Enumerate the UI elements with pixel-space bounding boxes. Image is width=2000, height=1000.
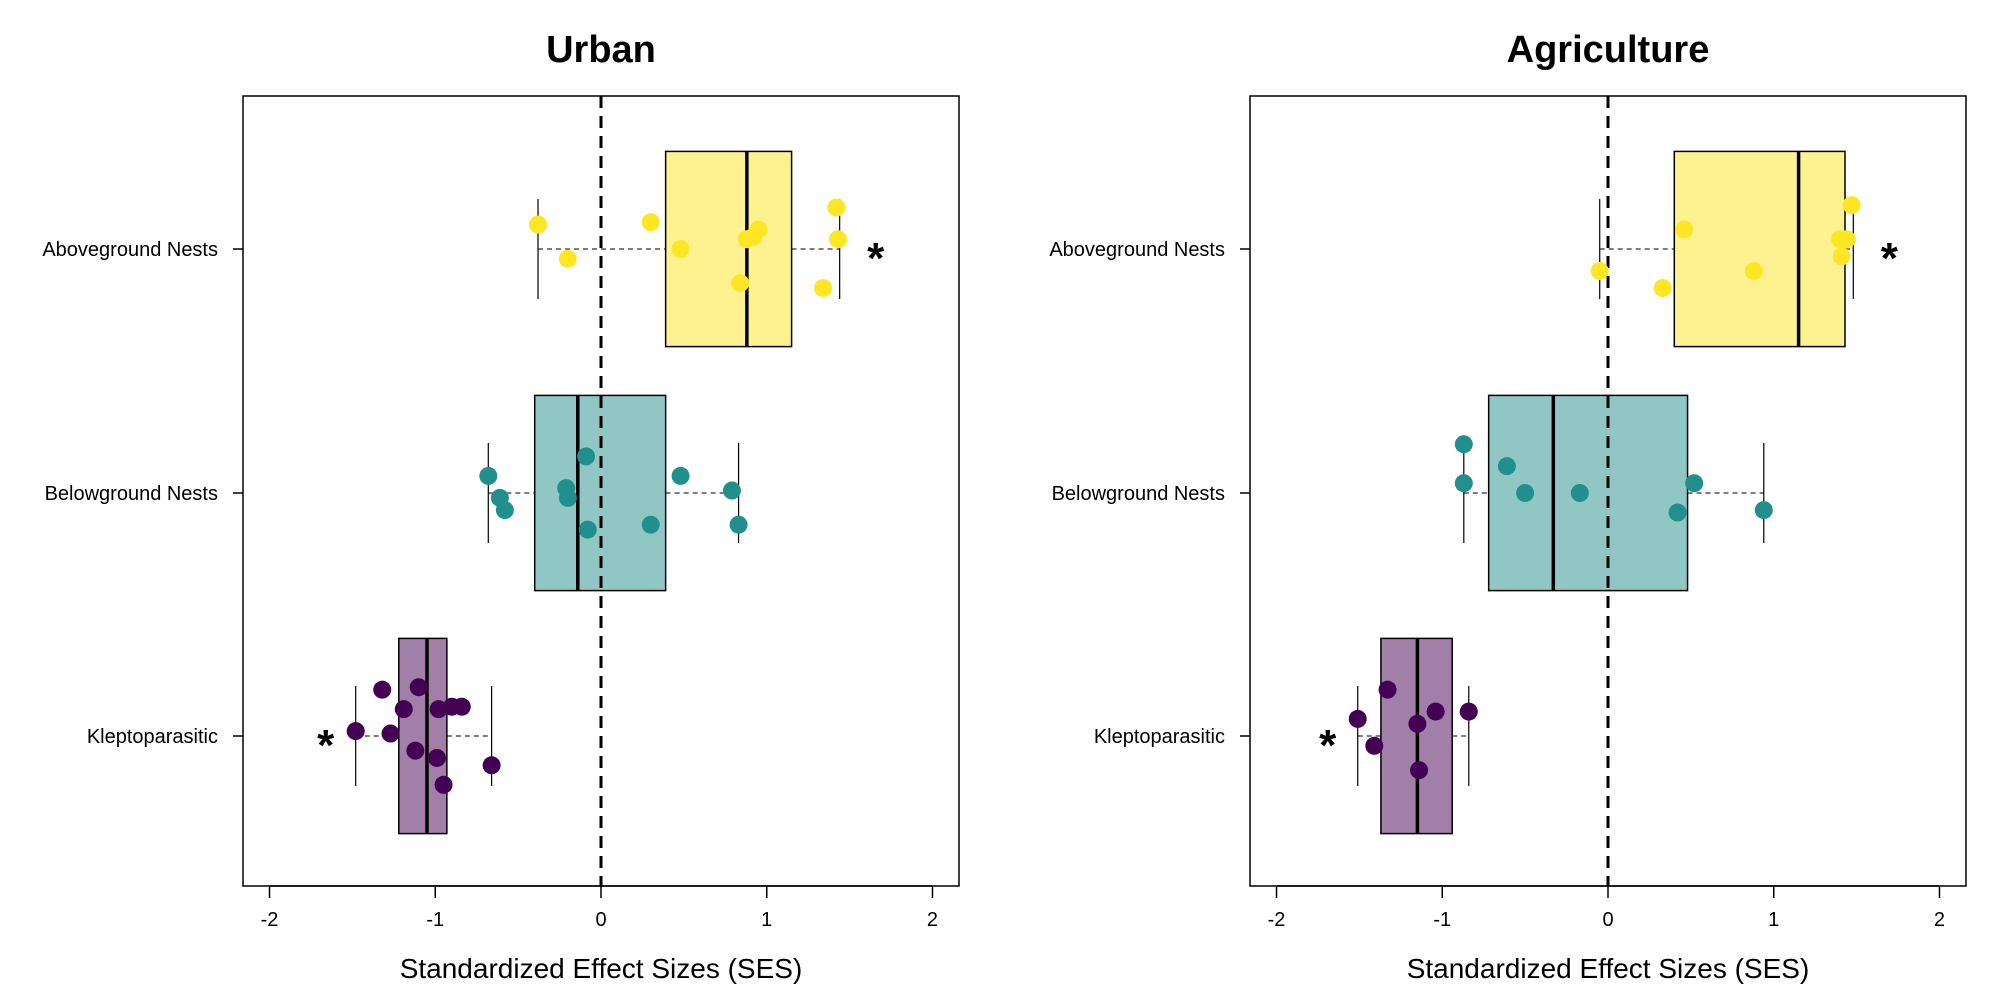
data-point	[1497, 457, 1516, 476]
data-point	[829, 230, 848, 249]
panel-title: Agriculture	[1507, 29, 1710, 71]
data-point	[729, 515, 748, 534]
box	[398, 637, 448, 835]
data-point	[641, 515, 660, 534]
data-point	[578, 520, 597, 539]
data-point	[814, 279, 833, 298]
data-point	[641, 213, 660, 232]
data-point	[1365, 736, 1384, 755]
data-point	[1454, 474, 1473, 493]
data-point	[722, 481, 741, 500]
category-label: Kleptoparasitic	[1094, 726, 1225, 748]
data-point	[1675, 220, 1694, 239]
agriculture-panel: Agriculture -2 -1 0 1 2 Standardized Effect Si…	[1049, 29, 1967, 984]
data-point	[409, 678, 428, 697]
data-point	[1744, 261, 1763, 280]
data-point	[1754, 501, 1773, 520]
data-point	[827, 198, 846, 217]
data-point	[495, 501, 514, 520]
data-point	[1685, 474, 1704, 493]
box	[1673, 150, 1846, 348]
series-group-1	[1463, 394, 1765, 592]
data-point	[1410, 761, 1429, 780]
data-point	[406, 741, 425, 760]
x-axis-label: Standardized Effect Sizes (SES)	[400, 953, 803, 984]
x-axis-label: Standardized Effect Sizes (SES)	[1407, 953, 1810, 984]
x-tick-label: 2	[1934, 909, 1945, 931]
data-point	[1378, 680, 1397, 699]
x-tick-label: -1	[426, 909, 444, 931]
data-point	[558, 488, 577, 507]
series-group-1	[487, 394, 740, 592]
x-tick-label: 1	[761, 909, 772, 931]
data-point	[1348, 709, 1367, 728]
category-label: Kleptoparasitic	[87, 726, 218, 748]
series-group-2	[355, 637, 493, 835]
data-point	[1459, 702, 1478, 721]
data-point	[577, 447, 596, 466]
category-label: Belowground Nests	[1052, 483, 1225, 505]
significance-star: *	[1881, 234, 1899, 283]
x-tick-label: -1	[1433, 909, 1451, 931]
data-point	[671, 240, 690, 258]
data-point	[1408, 714, 1427, 733]
data-point	[1570, 484, 1589, 502]
x-tick-label: 0	[1602, 909, 1613, 931]
data-point	[381, 724, 400, 743]
data-point	[529, 215, 548, 234]
data-point	[1668, 503, 1687, 522]
data-point	[452, 697, 471, 716]
category-label: Aboveground Nests	[1049, 239, 1225, 261]
data-point	[1426, 702, 1445, 721]
data-point	[1653, 279, 1672, 298]
data-point	[749, 220, 768, 239]
data-point	[1516, 484, 1535, 502]
x-tick-label: 0	[595, 909, 606, 931]
data-point	[434, 775, 453, 794]
series-group-2	[1357, 637, 1470, 835]
urban-panel: Urban -2 -1 0 1 2 Standardized Effect Sizes (S…	[42, 29, 960, 984]
data-point	[479, 466, 498, 485]
x-tick-label: -2	[1268, 909, 1286, 931]
data-point	[427, 748, 446, 767]
x-tick-label: 1	[1768, 909, 1779, 931]
significance-star: *	[867, 234, 885, 283]
data-point	[1454, 435, 1473, 454]
data-point	[346, 722, 365, 741]
data-point	[731, 274, 750, 293]
category-label: Belowground Nests	[45, 483, 218, 505]
data-point	[1832, 247, 1851, 266]
data-point	[1590, 261, 1609, 280]
significance-star: *	[1319, 721, 1337, 770]
category-label: Aboveground Nests	[42, 239, 218, 261]
data-point	[482, 756, 501, 775]
data-point	[558, 249, 577, 268]
significance-star: *	[317, 721, 335, 770]
data-point	[671, 466, 690, 485]
series-group-0	[1599, 150, 1854, 348]
data-point	[373, 680, 392, 699]
x-tick-label: -2	[261, 909, 279, 931]
x-tick-label: 2	[927, 909, 938, 931]
data-point	[394, 700, 413, 719]
data-point	[1842, 196, 1861, 215]
data-point	[1837, 230, 1856, 249]
panel-title: Urban	[546, 29, 656, 71]
